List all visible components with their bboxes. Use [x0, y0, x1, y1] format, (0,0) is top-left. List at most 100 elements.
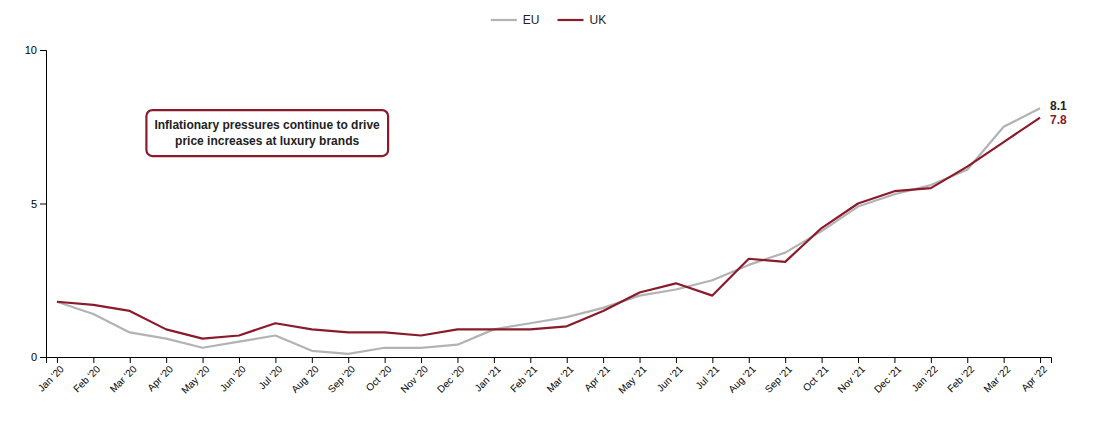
series-line [57, 108, 1040, 354]
x-tick-label: Mar '22 [982, 363, 1013, 394]
y-tick: 5 [31, 198, 46, 210]
legend-swatch [491, 19, 517, 21]
x-tick-mark [785, 357, 786, 363]
text-box-text: Inflationary pressures continue to drive… [154, 118, 380, 148]
x-tick-mark [676, 357, 677, 363]
y-tick-label: 0 [31, 351, 37, 363]
x-tick: Aug '21 [726, 357, 758, 395]
x-tick-label: Sep '21 [763, 363, 795, 395]
text-box-line: Inflationary pressures continue to drive [154, 118, 380, 132]
plot-area: 0 5 10 Jan '20Feb '20Mar '20Apr '20May '20J… [25, 44, 1067, 396]
x-tick-mark [858, 357, 859, 363]
x-axis: Jan '20Feb '20Mar '20Apr '20May '20Jun '… [36, 357, 1052, 396]
x-tick-mark [275, 357, 276, 363]
x-tick: Feb '21 [508, 357, 539, 395]
x-tick-mark [894, 357, 895, 363]
x-tick-label: Jan '21 [473, 363, 504, 394]
x-tick-mark [93, 357, 94, 363]
x-tick: Jul '20 [256, 357, 284, 391]
x-tick: Feb '22 [945, 357, 976, 395]
x-tick-mark [567, 357, 568, 363]
x-tick-label: Apr '21 [582, 363, 612, 393]
x-tick-mark [640, 357, 641, 363]
x-tick-mark [822, 357, 823, 363]
x-tick-mark [312, 357, 313, 363]
x-tick-label: Jun '20 [218, 363, 249, 394]
y-tick-label: 5 [31, 198, 37, 210]
legend-swatch [558, 19, 584, 21]
x-tick: Oct '21 [801, 357, 831, 393]
x-tick-mark [421, 357, 422, 363]
chart: 0 5 10 Jan '20Feb '20Mar '20Apr '20May '20J… [0, 0, 1115, 421]
x-tick-label: Nov '21 [835, 363, 867, 395]
x-tick-label: Feb '22 [945, 363, 976, 394]
legend-label: EU [523, 13, 540, 27]
x-tick-label: Feb '21 [508, 363, 539, 394]
x-tick-label: May '21 [616, 363, 649, 396]
x-tick: Aug '20 [289, 357, 321, 395]
x-tick: Jun '20 [218, 357, 249, 394]
text-box: Inflationary pressures continue to drive… [146, 110, 388, 156]
x-tick-mark [712, 357, 713, 363]
x-tick: May '20 [179, 357, 212, 396]
x-tick-mark [385, 357, 386, 363]
x-tick-mark [130, 357, 131, 363]
x-tick-label: Mar '21 [545, 363, 576, 394]
x-tick: Mar '21 [545, 357, 576, 395]
x-tick: Jul '21 [693, 357, 721, 391]
y-tick-mark [40, 50, 46, 51]
x-tick: Mar '22 [982, 357, 1013, 395]
x-tick: Feb '20 [71, 357, 102, 395]
x-tick-mark [1040, 357, 1041, 363]
x-tick: Apr '22 [1019, 357, 1049, 393]
x-tick-label: Jul '20 [256, 363, 284, 391]
x-tick: Nov '21 [835, 357, 867, 395]
x-tick-mark [931, 357, 932, 363]
x-axis-line [47, 358, 1052, 364]
x-tick: Jun '21 [655, 357, 686, 394]
x-tick-mark [457, 357, 458, 363]
x-tick-label: Nov '20 [399, 363, 431, 395]
x-tick-label: Apr '20 [145, 363, 175, 393]
x-tick-label: Jul '21 [693, 363, 721, 391]
end-label: 8.1 [1050, 99, 1067, 113]
annotations: 8.17.8 Inflationary pressures continue to… [146, 99, 1067, 156]
x-tick: Nov '20 [399, 357, 431, 395]
end-label: 7.8 [1050, 113, 1067, 127]
x-tick: Dec '20 [435, 357, 467, 395]
x-tick: Jan '21 [473, 357, 504, 394]
x-tick: Jan '22 [909, 357, 940, 394]
y-tick: 0 [31, 351, 46, 363]
legend-label: UK [590, 13, 607, 27]
text-box-frame [146, 110, 388, 156]
x-tick-label: Oct '21 [801, 363, 831, 393]
x-tick: Sep '21 [763, 357, 795, 395]
x-tick-mark [1004, 357, 1005, 363]
x-tick-label: Dec '21 [872, 363, 904, 395]
legend-item: UK [558, 13, 607, 27]
y-tick: 10 [25, 44, 46, 56]
x-tick-mark [603, 357, 604, 363]
x-tick-label: Sep '20 [326, 363, 358, 395]
x-tick-mark [530, 357, 531, 363]
y-tick-label: 10 [25, 44, 37, 56]
x-tick-label: May '20 [179, 363, 212, 396]
y-axis-line [40, 51, 47, 358]
x-tick: Apr '21 [582, 357, 612, 393]
x-tick-mark [239, 357, 240, 363]
legend-item: EU [491, 13, 540, 27]
x-tick-label: Dec '20 [435, 363, 467, 395]
y-tick-mark [40, 357, 46, 358]
x-tick-label: Jan '22 [909, 363, 940, 394]
x-tick: Mar '20 [108, 357, 139, 395]
text-box-line: price increases at luxury brands [175, 134, 359, 148]
x-tick: Apr '20 [145, 357, 175, 393]
x-tick-mark [348, 357, 349, 363]
x-tick: Oct '20 [364, 357, 394, 393]
x-tick-mark [749, 357, 750, 363]
series-group [57, 108, 1040, 354]
x-tick-label: Mar '20 [108, 363, 139, 394]
x-tick-mark [57, 357, 58, 363]
y-axis: 0 5 10 [25, 44, 47, 363]
x-tick-label: Jun '21 [655, 363, 686, 394]
